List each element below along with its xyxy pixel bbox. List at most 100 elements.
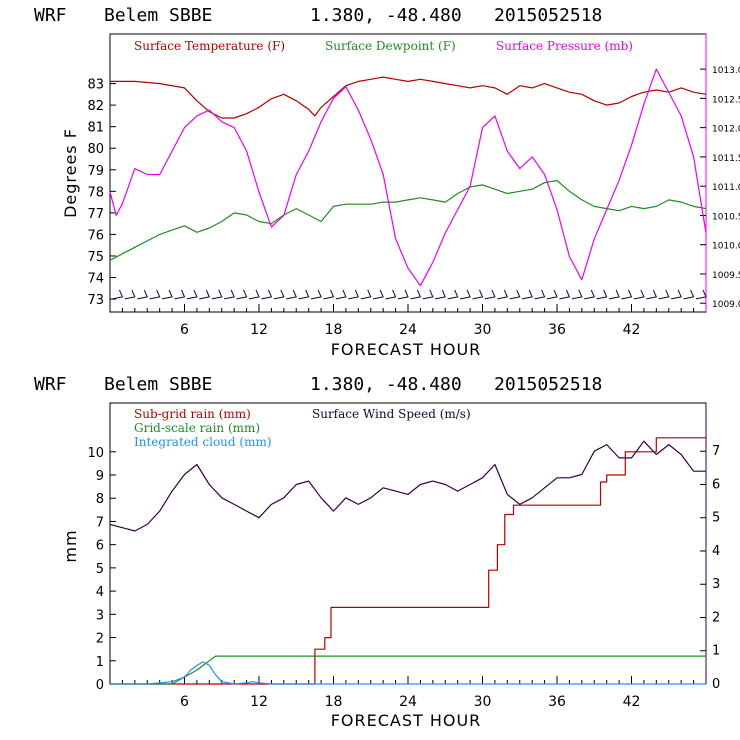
wind-barb [608, 289, 620, 300]
y-tick-label: 6 [96, 539, 104, 554]
series-group-2 [109, 437, 706, 685]
y2-tick-label: 7 [712, 444, 720, 459]
y2-tick-label: 3 [712, 577, 720, 592]
wind-barb [658, 289, 670, 300]
y-tick-label: 79 [87, 164, 104, 179]
x-tick-label: 24 [399, 694, 417, 710]
y-tick-label: 2 [96, 632, 104, 647]
temperature-panel: WRF Belem SBBE 1.380, -48.480 2015052518… [34, 5, 740, 359]
wind-barb [298, 289, 310, 300]
series-line-0 [110, 437, 706, 685]
x-tick-label: 30 [474, 322, 492, 338]
y2-tick-label: 1009.5 [712, 271, 740, 281]
y2-tick-label: 4 [712, 544, 720, 559]
y-tick-label: 74 [87, 272, 104, 287]
y-axis-label-2: mm [61, 529, 80, 562]
title-run-2: 2015052518 [494, 374, 602, 395]
x-axis-label: FORECAST HOUR [331, 340, 482, 359]
x-axis-ticks: 6 12 18 24 30 36 42 [121, 304, 695, 338]
wind-barb [335, 289, 347, 300]
y-tick-label: 3 [96, 608, 104, 623]
title-coords-2: 1.380, -48.480 [310, 374, 462, 395]
y-tick-label: 81 [87, 121, 104, 136]
wind-barb [571, 289, 583, 300]
wind-barb [546, 289, 558, 300]
series-group [109, 68, 707, 300]
y2-tick-label: 2 [712, 610, 720, 625]
wind-barb [509, 289, 521, 300]
series-line-0 [110, 76, 707, 119]
series-line-1 [110, 655, 706, 685]
title-model: WRF [34, 5, 67, 26]
y-tick-label: 80 [87, 142, 104, 157]
wind-barb [310, 289, 322, 300]
x-tick-label: 6 [180, 694, 189, 710]
x-tick-label: 6 [180, 322, 189, 338]
x-axis-label-2: FORECAST HOUR [331, 711, 482, 730]
title-model-2: WRF [34, 374, 67, 395]
y2-tick-label: 1013.0 [712, 66, 740, 76]
wind-barb [646, 289, 658, 300]
y2-tick-label: 6 [712, 477, 720, 492]
legend-integrated-cloud: Integrated cloud (mm) [134, 435, 272, 449]
y-tick-label: 77 [87, 207, 104, 222]
wind-barb [224, 289, 235, 300]
legend-gridscale-rain: Grid-scale rain (mm) [134, 421, 260, 435]
wind-barb [671, 289, 682, 300]
wind-barb [534, 289, 546, 300]
plot-frame [109, 33, 707, 313]
wind-barb [360, 289, 372, 300]
y2-tick-label: 1012.5 [712, 95, 740, 105]
series-line-3 [109, 440, 706, 532]
wind-barb [410, 289, 422, 300]
wind-barb [522, 289, 533, 300]
x-tick-label: 12 [250, 322, 268, 338]
title-run: 2015052518 [494, 5, 602, 26]
y2-axis-ticks-2: 0 1 2 3 4 5 6 7 [700, 444, 720, 692]
wind-barb [137, 289, 148, 300]
y-tick-label: 73 [87, 293, 104, 308]
title-station: Belem SBBE [104, 5, 212, 26]
y2-tick-label: 1 [712, 644, 720, 659]
y-tick-label: 75 [87, 250, 104, 265]
wind-barb [621, 289, 633, 300]
y-axis-ticks: 73 74 75 76 77 78 79 80 81 82 83 [87, 78, 116, 308]
legend-wind-speed: Surface Wind Speed (m/s) [312, 407, 471, 421]
y-tick-label: 5 [96, 562, 104, 577]
y2-tick-label: 1010.0 [712, 242, 740, 252]
wind-barb [286, 289, 297, 300]
wind-barb [248, 289, 260, 300]
x-tick-label: 36 [548, 322, 566, 338]
y-axis-label: Degrees F [61, 128, 80, 218]
y2-tick-label: 1009.0 [712, 300, 740, 310]
wind-barb [149, 289, 161, 300]
y-axis-ticks-2: 0 1 2 3 4 5 6 7 8 9 10 [87, 446, 116, 693]
y-tick-label: 82 [87, 99, 104, 114]
y2-tick-label: 0 [712, 677, 720, 692]
y-tick-label: 8 [96, 492, 104, 507]
wind-barb [459, 289, 471, 300]
y-tick-label: 0 [96, 678, 104, 693]
series-line-2 [109, 68, 707, 287]
wind-barb [435, 289, 446, 300]
series-line-1 [109, 179, 707, 261]
series-line-2 [110, 661, 706, 685]
wind-barb [161, 289, 173, 300]
wind-barb [683, 289, 695, 300]
y-tick-label: 4 [96, 585, 104, 600]
title-station-2: Belem SBBE [104, 374, 212, 395]
y-tick-label: 9 [96, 469, 104, 484]
wind-barb [186, 289, 198, 300]
y-tick-label: 78 [87, 185, 104, 200]
wind-barb [559, 289, 571, 300]
wind-barb [174, 289, 186, 300]
wind-barb [447, 289, 459, 300]
wind-barb [397, 289, 409, 300]
y2-tick-label: 5 [712, 511, 720, 526]
legend-2: Sub-grid rain (mm) Grid-scale rain (mm) … [134, 407, 471, 449]
x-tick-label: 30 [474, 694, 492, 710]
y-tick-label: 10 [87, 446, 104, 461]
x-tick-label: 18 [325, 694, 343, 710]
legend-dewpoint: Surface Dewpoint (F) [325, 39, 456, 53]
